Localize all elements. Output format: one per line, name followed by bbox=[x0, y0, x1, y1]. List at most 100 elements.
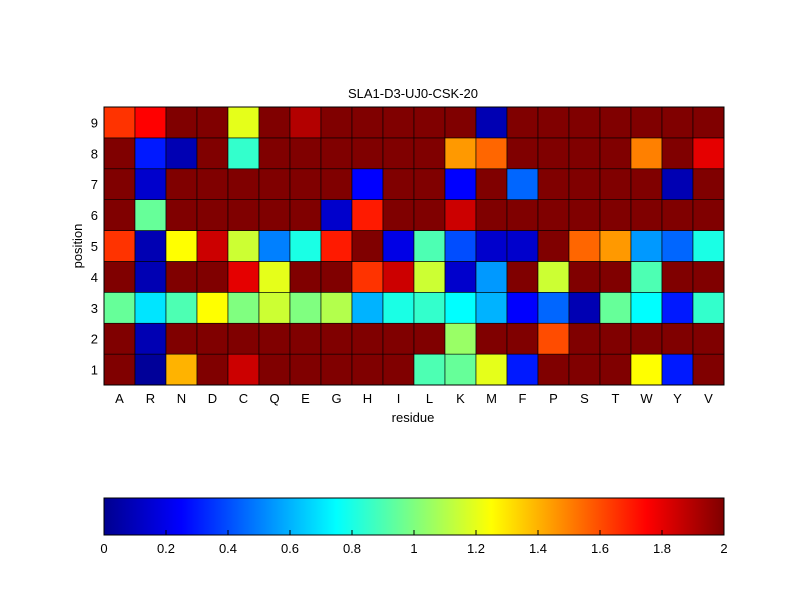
x-tick-label: R bbox=[146, 391, 155, 406]
x-tick-label: W bbox=[640, 391, 653, 406]
heatmap-cell-V-7 bbox=[692, 168, 725, 200]
y-tick-label: 5 bbox=[91, 239, 98, 254]
heatmap-cell-N-3 bbox=[165, 292, 198, 324]
colorbar-tick-label: 0.6 bbox=[281, 541, 299, 556]
heatmap-cell-W-1 bbox=[630, 353, 663, 386]
heatmap-cell-I-6 bbox=[382, 199, 415, 231]
heatmap-cell-L-1 bbox=[413, 353, 446, 386]
heatmap-cell-Q-9 bbox=[258, 106, 291, 139]
heatmap-cell-C-2 bbox=[227, 322, 260, 355]
heatmap-cell-L-9 bbox=[413, 106, 446, 139]
heatmap-cell-H-3 bbox=[351, 292, 384, 324]
heatmap-cell-V-2 bbox=[692, 322, 725, 355]
heatmap-cell-H-5 bbox=[351, 230, 384, 262]
heatmap-cell-I-5 bbox=[382, 230, 415, 262]
heatmap-cell-M-3 bbox=[475, 292, 508, 324]
heatmap-cell-T-7 bbox=[599, 168, 632, 200]
heatmap-cell-A-2 bbox=[103, 322, 136, 355]
heatmap-cell-Q-2 bbox=[258, 322, 291, 355]
colorbar-tick-label: 0.2 bbox=[157, 541, 175, 556]
heatmap-cell-V-8 bbox=[692, 137, 725, 170]
heatmap-cell-K-1 bbox=[444, 353, 477, 386]
heatmap-cell-D-3 bbox=[196, 292, 229, 324]
heatmap-cell-M-8 bbox=[475, 137, 508, 170]
heatmap-cell-R-4 bbox=[134, 261, 167, 293]
heatmap-cell-Q-4 bbox=[258, 261, 291, 293]
heatmap-cell-L-2 bbox=[413, 322, 446, 355]
heatmap-cell-P-8 bbox=[537, 137, 570, 170]
plot-frame bbox=[103, 106, 725, 386]
heatmap-cell-E-5 bbox=[289, 230, 322, 262]
heatmap-cell-G-9 bbox=[320, 106, 353, 139]
heatmap-cell-Q-3 bbox=[258, 292, 291, 324]
colorbar bbox=[103, 497, 725, 536]
heatmap-cell-I-7 bbox=[382, 168, 415, 200]
heatmap-cell-C-4 bbox=[227, 261, 260, 293]
heatmap-cell-H-7 bbox=[351, 168, 384, 200]
heatmap-cell-C-9 bbox=[227, 106, 260, 139]
heatmap-cell-W-5 bbox=[630, 230, 663, 262]
heatmap-cell-K-4 bbox=[444, 261, 477, 293]
heatmap-cell-D-5 bbox=[196, 230, 229, 262]
heatmap-cell-M-5 bbox=[475, 230, 508, 262]
heatmap-cell-F-5 bbox=[506, 230, 539, 262]
x-tick-label: T bbox=[612, 391, 620, 406]
heatmap-cell-E-8 bbox=[289, 137, 322, 170]
heatmap-cell-R-1 bbox=[134, 353, 167, 386]
x-tick-label: Q bbox=[269, 391, 279, 406]
heatmap-cell-W-8 bbox=[630, 137, 663, 170]
heatmap-cell-T-9 bbox=[599, 106, 632, 139]
heatmap-cell-Y-7 bbox=[661, 168, 694, 200]
heatmap-cell-Y-4 bbox=[661, 261, 694, 293]
heatmap-cell-T-4 bbox=[599, 261, 632, 293]
colorbar-tick-label: 0.4 bbox=[219, 541, 237, 556]
heatmap-cell-W-4 bbox=[630, 261, 663, 293]
heatmap-cell-A-4 bbox=[103, 261, 136, 293]
heatmap-cell-T-1 bbox=[599, 353, 632, 386]
heatmap-cell-H-8 bbox=[351, 137, 384, 170]
heatmap-cell-S-9 bbox=[568, 106, 601, 139]
heatmap-cell-C-3 bbox=[227, 292, 260, 324]
colorbar-tick-label: 1.8 bbox=[653, 541, 671, 556]
colorbar-tick-labels: 0 0.2 0.4 0.6 0.8 1 1.2 1.4 1.6 1.8 2 bbox=[100, 530, 728, 556]
heatmap-cell-I-8 bbox=[382, 137, 415, 170]
heatmap-cell-K-3 bbox=[444, 292, 477, 324]
heatmap-cell-Y-3 bbox=[661, 292, 694, 324]
x-tick-label: N bbox=[177, 391, 186, 406]
x-tick-label: V bbox=[704, 391, 713, 406]
heatmap-cell-L-8 bbox=[413, 137, 446, 170]
heatmap-cell-R-6 bbox=[134, 199, 167, 231]
heatmap-cell-L-4 bbox=[413, 261, 446, 293]
heatmap-cell-V-5 bbox=[692, 230, 725, 262]
heatmap-cell-E-4 bbox=[289, 261, 322, 293]
heatmap-cell-R-3 bbox=[134, 292, 167, 324]
heatmap-cell-M-9 bbox=[475, 106, 508, 139]
heatmap-cell-V-6 bbox=[692, 199, 725, 231]
heatmap-cell-A-5 bbox=[103, 230, 136, 262]
colorbar-tick-label: 1.6 bbox=[591, 541, 609, 556]
heatmap-cell-H-9 bbox=[351, 106, 384, 139]
colorbar-tick-label: 1 bbox=[410, 541, 417, 556]
heatmap-cell-C-5 bbox=[227, 230, 260, 262]
heatmap-cell-D-8 bbox=[196, 137, 229, 170]
heatmap-cell-P-3 bbox=[537, 292, 570, 324]
chart-title: SLA1-D3-UJ0-CSK-20 bbox=[348, 86, 478, 101]
y-tick-label: 8 bbox=[91, 146, 98, 161]
y-tick-label: 6 bbox=[91, 208, 98, 223]
colorbar-tick-label: 0 bbox=[100, 541, 107, 556]
heatmap-cell-M-7 bbox=[475, 168, 508, 200]
heatmap-cell-N-4 bbox=[165, 261, 198, 293]
heatmap-cell-E-3 bbox=[289, 292, 322, 324]
heatmap-cell-S-5 bbox=[568, 230, 601, 262]
y-tick-labels: 1 2 3 4 5 6 7 8 9 bbox=[91, 115, 98, 377]
heatmap-cell-D-1 bbox=[196, 353, 229, 386]
heatmap-cell-P-7 bbox=[537, 168, 570, 200]
heatmap-cell-F-8 bbox=[506, 137, 539, 170]
heatmap-cell-G-7 bbox=[320, 168, 353, 200]
heatmap-cell-P-1 bbox=[537, 353, 570, 386]
x-tick-label: Y bbox=[673, 391, 682, 406]
heatmap-cell-K-9 bbox=[444, 106, 477, 139]
heatmap-cell-N-1 bbox=[165, 353, 198, 386]
x-tick-label: M bbox=[486, 391, 497, 406]
heatmap-cell-H-2 bbox=[351, 322, 384, 355]
